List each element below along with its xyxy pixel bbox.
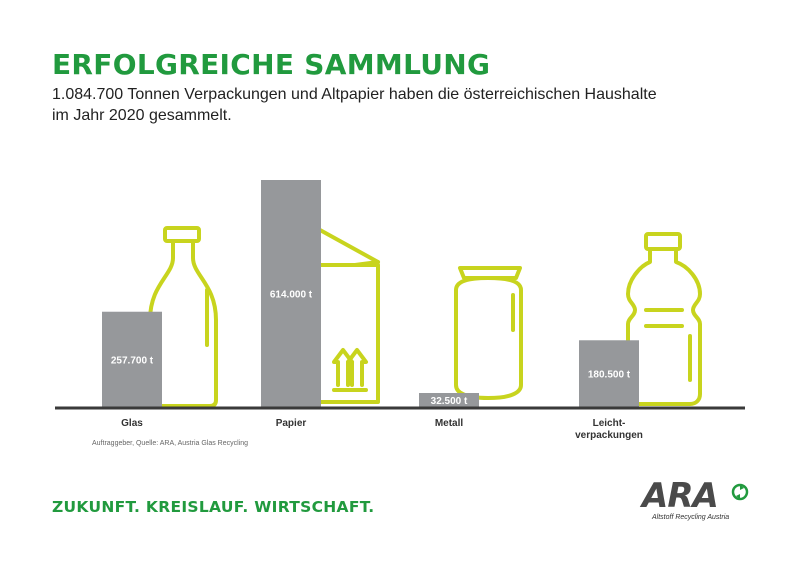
bar-3 [579,340,639,407]
logo-subtitle: Altstoff Recycling Austria [652,514,730,521]
box-icon [318,228,380,404]
source-note: Auftraggeber, Quelle: ARA, Austria Glas … [92,440,249,447]
logo-wordmark: ARA [642,476,719,516]
slogan: ZUKUNFT. KREISLAUF. WIRTSCHAFT. [52,498,375,516]
category-label: Metall [435,418,464,429]
bar-value-label: 257.700 t [111,355,154,366]
page-title: ERFOLGREICHE SAMMLUNG [52,48,491,81]
category-label: Leicht- [593,418,626,429]
ara-logo: ARA Altstoff Recycling Austria [642,478,752,526]
chart: 257.700 t 614.000 t 32.500 t 180.500 t Glas… [55,180,745,441]
can-icon [454,266,523,400]
page-subtitle: 1.084.700 Tonnen Verpackungen und Altpap… [52,86,657,124]
bar-2 [419,393,479,407]
bar-value-label: 180.500 t [588,370,631,381]
recycling-icon [731,483,749,501]
category-label: Glas [121,418,143,429]
plastic-bottle-icon [626,232,702,406]
bottle-icon [148,226,218,408]
category-label: verpackungen [575,430,643,441]
category-label: Papier [276,418,307,429]
bar-value-label: 32.500 t [431,396,468,407]
bar-value-label: 614.000 t [270,290,313,301]
bar-1 [261,180,321,407]
bar-0 [102,311,162,407]
